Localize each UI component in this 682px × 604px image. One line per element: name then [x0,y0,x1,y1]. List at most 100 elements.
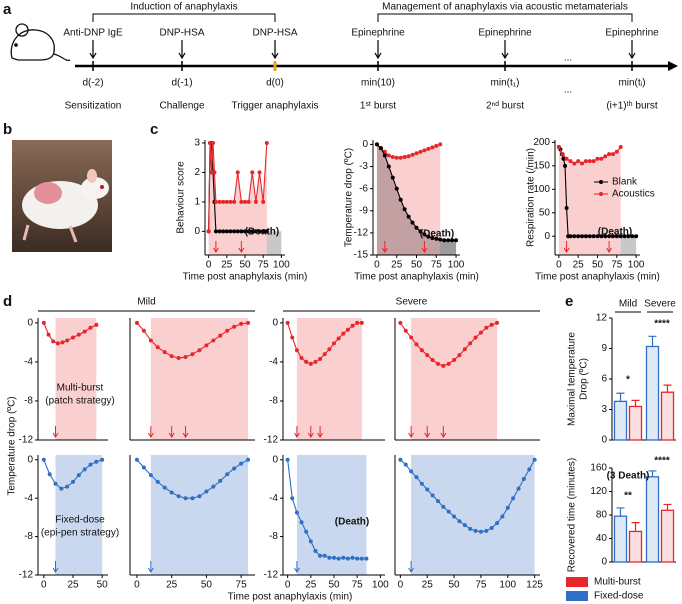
point [134,457,139,462]
point [218,478,223,483]
point [176,494,181,499]
point [587,234,592,239]
y-tick-label: 1 [194,197,200,208]
x-tick-label: 25 [67,580,79,591]
point [374,142,379,147]
point [607,152,612,157]
point [336,556,341,561]
bar [613,515,628,563]
annotation: (Death) [335,517,369,528]
category-label: Mild [619,299,637,310]
point [239,199,244,204]
error-bar [631,522,640,532]
x-tick-label: 50 [201,580,213,591]
event-arrow [89,40,97,60]
point [430,145,435,150]
error-bar [663,503,672,511]
point [591,234,596,239]
arrow [408,426,415,438]
point [426,146,431,151]
y-tick-label: 0 [544,231,550,242]
y-tick-label: -12 [264,570,279,581]
point [478,529,483,534]
arrow [293,426,300,438]
arrow [317,426,324,438]
annotation: (Death) [245,227,279,238]
point [211,140,215,145]
point [422,232,427,237]
point [599,234,604,239]
x-tick-label: 25 [166,580,178,591]
y-tick-label: -4 [269,493,278,504]
strategy-label: Multi-burst [57,383,104,394]
x-tick-label: 100 [372,580,389,591]
point [462,347,467,352]
point [409,335,414,340]
point [419,481,424,486]
x-tick-label: 0 [206,260,212,271]
point [82,467,87,472]
point [134,320,139,325]
point [610,234,615,239]
point [261,229,266,234]
point [232,199,237,204]
point [141,465,146,470]
area [376,144,441,255]
x-tick-label: 50 [411,260,423,271]
point [155,345,160,350]
y-tick-label: 150 [533,160,550,171]
annotation: **** [654,456,670,467]
point [318,356,323,361]
point [243,229,247,234]
y-tick-label: -6 [359,183,368,194]
y-tick-label: 40 [596,533,608,544]
arrow [293,561,300,573]
y-tick-label: 200 [533,137,550,148]
point [71,335,75,340]
y-tick-label: -4 [24,493,33,504]
point [500,514,505,519]
point [51,339,56,344]
point [452,357,457,362]
x-tick-label: 25 [305,580,317,591]
point [53,481,58,486]
point [478,330,483,335]
point [364,556,369,561]
point [390,154,395,159]
point [489,525,494,530]
shade [620,236,637,255]
event-label: 1ˢᵗ burst [360,101,396,112]
annotation: (Death) [420,229,454,240]
point [610,152,615,157]
y-tick-label: 9 [601,343,607,354]
y-tick-label: 0 [272,454,278,465]
point [591,159,596,164]
point [568,234,573,239]
point [438,237,443,242]
shade [266,231,282,255]
error-bar [648,335,657,347]
x-tick-label: 100 [499,580,516,591]
legend-swatch [566,577,588,587]
point [141,328,146,333]
y-tick-label: 6 [601,374,607,385]
group-label: Mild [137,297,155,308]
point [55,341,60,346]
point [457,519,462,524]
event-agent: Epinephrine [351,28,405,39]
shade [411,318,498,440]
point [599,156,604,161]
x-tick-label: 0 [285,580,291,591]
point [190,352,195,357]
point [336,336,341,341]
panel-letter: a [3,1,12,18]
point [430,493,435,498]
bar [660,391,675,441]
point [568,159,573,164]
point [414,475,419,480]
shade [150,318,249,440]
point [246,457,251,462]
shade [440,240,457,255]
y-tick-label: -3 [359,161,368,172]
